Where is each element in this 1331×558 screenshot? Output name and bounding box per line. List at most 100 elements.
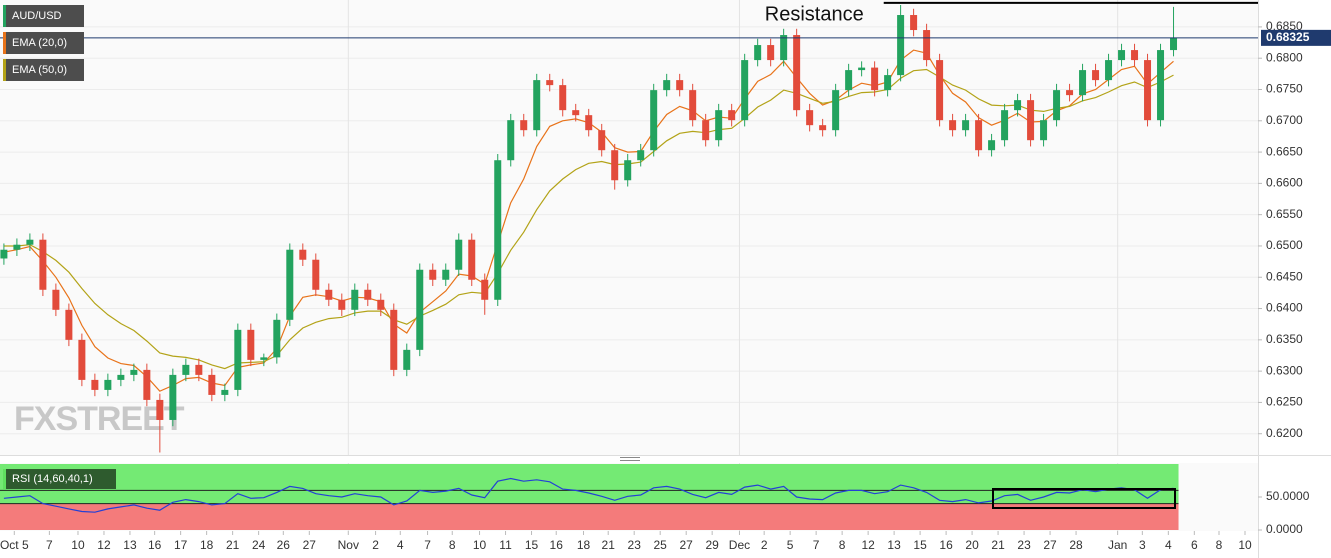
candle-body: [611, 150, 619, 181]
candle-body: [767, 45, 775, 61]
candle-body: [1079, 70, 1087, 96]
candle-body: [364, 289, 372, 300]
x-tick-label: 18: [200, 538, 214, 552]
candle-body: [663, 80, 671, 91]
x-tick-label: 15: [525, 538, 539, 552]
candle-body: [754, 45, 762, 61]
legend-box: [3, 5, 84, 27]
x-tick-label: 8: [1216, 538, 1223, 552]
candle-body: [1014, 100, 1022, 111]
legend-label: EMA (20,0): [12, 37, 67, 49]
candle-body: [0, 249, 8, 259]
x-tick-label: 16: [550, 538, 564, 552]
legend-box: [3, 469, 116, 489]
x-tick-label: 2: [761, 538, 768, 552]
legend-label: AUD/USD: [12, 10, 62, 22]
x-tick-label: 21: [991, 538, 1005, 552]
candle-body: [832, 90, 840, 131]
candle-body: [286, 249, 294, 320]
candle-body: [741, 60, 749, 121]
candle-body: [494, 160, 502, 300]
candle-body: [962, 120, 970, 131]
y-tick-label: 0.6850: [1266, 19, 1303, 33]
candle-body: [1131, 50, 1139, 61]
x-tick-label: 21: [226, 538, 240, 552]
x-tick-label: 12: [861, 538, 875, 552]
rsi-band: [0, 503, 1179, 530]
x-tick-label: Jan: [1108, 538, 1127, 552]
candle-body: [312, 259, 320, 290]
candle-body: [975, 120, 983, 151]
candle-body: [728, 110, 736, 121]
resize-handle[interactable]: [620, 457, 640, 461]
y-tick-label: 50.0000: [1266, 489, 1310, 503]
legend-swatch: [3, 469, 6, 489]
x-tick-label: 10: [1238, 538, 1252, 552]
candle-body: [845, 70, 853, 91]
x-tick-label: 16: [939, 538, 953, 552]
x-tick-label: 7: [813, 538, 820, 552]
candle-body: [585, 115, 593, 131]
rsi-band: [0, 464, 1179, 504]
x-tick-label: 23: [1017, 538, 1031, 552]
candle-body: [1118, 50, 1126, 61]
candle-body: [1027, 100, 1035, 141]
candle-body: [793, 35, 801, 111]
candle-body: [260, 357, 268, 360]
y-tick-label: 0.6800: [1266, 50, 1303, 64]
candle-body: [273, 319, 281, 358]
candle-body: [52, 289, 60, 310]
candle-body: [390, 309, 398, 370]
candle-body: [481, 279, 489, 300]
x-tick-label: 2: [372, 538, 379, 552]
candle-body: [1053, 90, 1061, 121]
x-tick-label: 21: [602, 538, 616, 552]
candle-body: [507, 120, 515, 161]
x-tick-label: 27: [303, 538, 317, 552]
legend-box: [3, 32, 84, 54]
x-tick-label: 12: [97, 538, 111, 552]
x-tick-label: 10: [473, 538, 487, 552]
candle-body: [416, 269, 424, 350]
x-tick-label: 5: [787, 538, 794, 552]
x-tick-label: 25: [654, 538, 668, 552]
x-tick-label: 13: [887, 538, 901, 552]
candle-body: [819, 125, 827, 131]
candle-body: [936, 60, 944, 121]
candle-body: [117, 374, 125, 380]
candle-body: [299, 249, 307, 260]
highlight-box: [992, 488, 1176, 509]
legend-swatch: [3, 32, 6, 54]
candle-body: [1157, 50, 1165, 121]
price-panel: [0, 0, 1258, 455]
candle-body: [455, 239, 463, 270]
candle-body: [871, 67, 879, 91]
legend-label: EMA (50,0): [12, 64, 67, 76]
candle-body: [624, 160, 632, 181]
candle-body: [806, 110, 814, 126]
candle-body: [650, 90, 658, 151]
candle-body: [1144, 60, 1152, 121]
y-tick-label: 0.6250: [1266, 395, 1303, 409]
legend-swatch: [3, 59, 6, 81]
x-tick-label: 27: [1043, 538, 1057, 552]
x-tick-label: 10: [71, 538, 85, 552]
y-tick-label: 0.6650: [1266, 144, 1303, 158]
y-tick-label: 0.6500: [1266, 238, 1303, 252]
x-tick-label: Oct 5: [0, 538, 29, 552]
candle-body: [208, 374, 216, 395]
candle-body: [429, 269, 437, 280]
x-tick-label: 29: [705, 538, 719, 552]
x-tick-label: 8: [449, 538, 456, 552]
candle-body: [1001, 110, 1009, 141]
candle-body: [26, 239, 34, 245]
candle-body: [468, 239, 476, 280]
y-tick-label: 0.6600: [1266, 176, 1303, 190]
y-tick-label: 0.6200: [1266, 426, 1303, 440]
last-price-label: 0.68325: [1266, 30, 1310, 44]
candle-body: [104, 379, 112, 390]
candle-body: [533, 80, 541, 131]
candle-body: [442, 269, 450, 280]
